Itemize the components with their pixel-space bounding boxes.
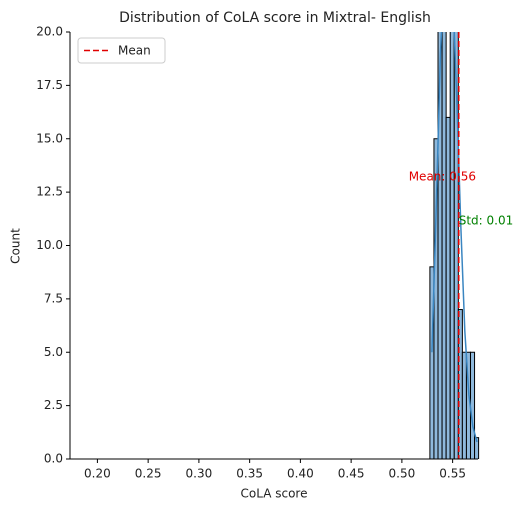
legend-label: Mean: [118, 44, 151, 58]
bar: [469, 351, 476, 459]
x-tick-label: 0.40: [287, 467, 314, 481]
x-tick-label: 0.35: [236, 467, 263, 481]
legend-box: [77, 37, 166, 64]
y-tick-label: 20.0: [36, 25, 63, 39]
x-tick-label: 0.20: [84, 467, 111, 481]
std-annotation: Std: 0.01: [459, 214, 514, 228]
x-tick-label: 0.30: [186, 467, 213, 481]
bar: [461, 351, 467, 459]
x-tick-label: 0.45: [338, 467, 365, 481]
x-tick-label: 0.25: [135, 467, 162, 481]
mean-annotation: Mean: 0.56: [409, 170, 476, 184]
y-tick-label: 12.5: [36, 185, 63, 199]
x-tick-label: 0.50: [389, 467, 416, 481]
y-tick-label: 2.5: [44, 398, 63, 412]
y-tick-label: 5.0: [44, 345, 63, 359]
x-axis-label: CoLA score: [241, 487, 308, 501]
x-tick-label: 0.55: [439, 467, 466, 481]
y-tick-label: 7.5: [44, 291, 63, 305]
bar: [441, 32, 447, 459]
chart-title: Distribution of CoLA score in Mixtral- E…: [119, 10, 431, 26]
plot-area: [429, 32, 480, 459]
y-tick-label: 0.0: [44, 452, 63, 466]
bar: [449, 32, 455, 459]
kde-line: [431, 32, 478, 443]
y-tick-label: 17.5: [36, 78, 63, 92]
y-tick-label: 15.0: [36, 131, 63, 145]
y-tick-label: 10.0: [36, 238, 63, 252]
y-axis-label: Count: [9, 228, 23, 264]
